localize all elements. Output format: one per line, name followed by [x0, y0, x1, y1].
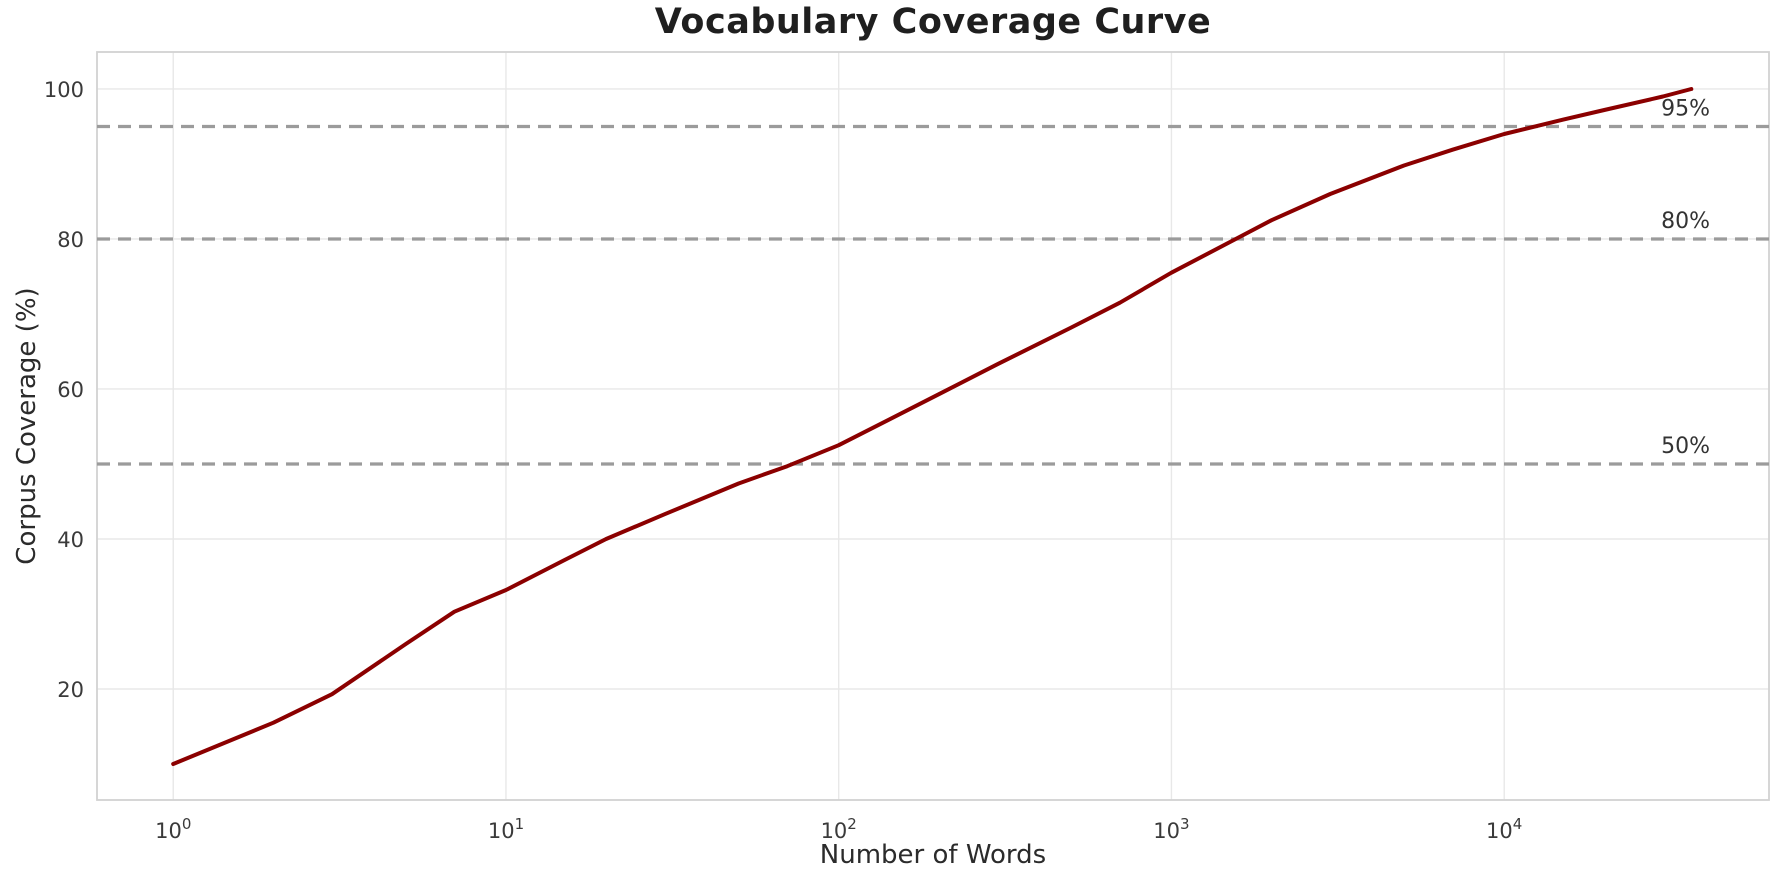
threshold-label: 95%	[1661, 96, 1710, 121]
x-tick-label: 102	[821, 815, 857, 843]
plot-background	[97, 52, 1769, 800]
y-axis-title: Corpus Coverage (%)	[12, 287, 42, 565]
x-tick-label: 101	[488, 815, 524, 843]
x-tick-label: 104	[1486, 815, 1522, 843]
y-tick-label: 40	[57, 528, 84, 552]
y-tick-label: 100	[44, 78, 84, 102]
y-tick-label: 60	[57, 378, 84, 402]
threshold-label: 50%	[1661, 434, 1710, 459]
coverage-curve	[171, 87, 1694, 766]
x-tick-label: 100	[155, 815, 191, 843]
axes-spines	[96, 51, 1770, 801]
y-tick-label: 80	[57, 228, 84, 252]
chart-title: Vocabulary Coverage Curve	[654, 2, 1212, 42]
threshold-label: 80%	[1661, 209, 1710, 234]
x-axis-title: Number of Words	[819, 840, 1047, 870]
y-tick-label: 20	[57, 678, 84, 702]
x-tick-label: 103	[1153, 815, 1189, 843]
